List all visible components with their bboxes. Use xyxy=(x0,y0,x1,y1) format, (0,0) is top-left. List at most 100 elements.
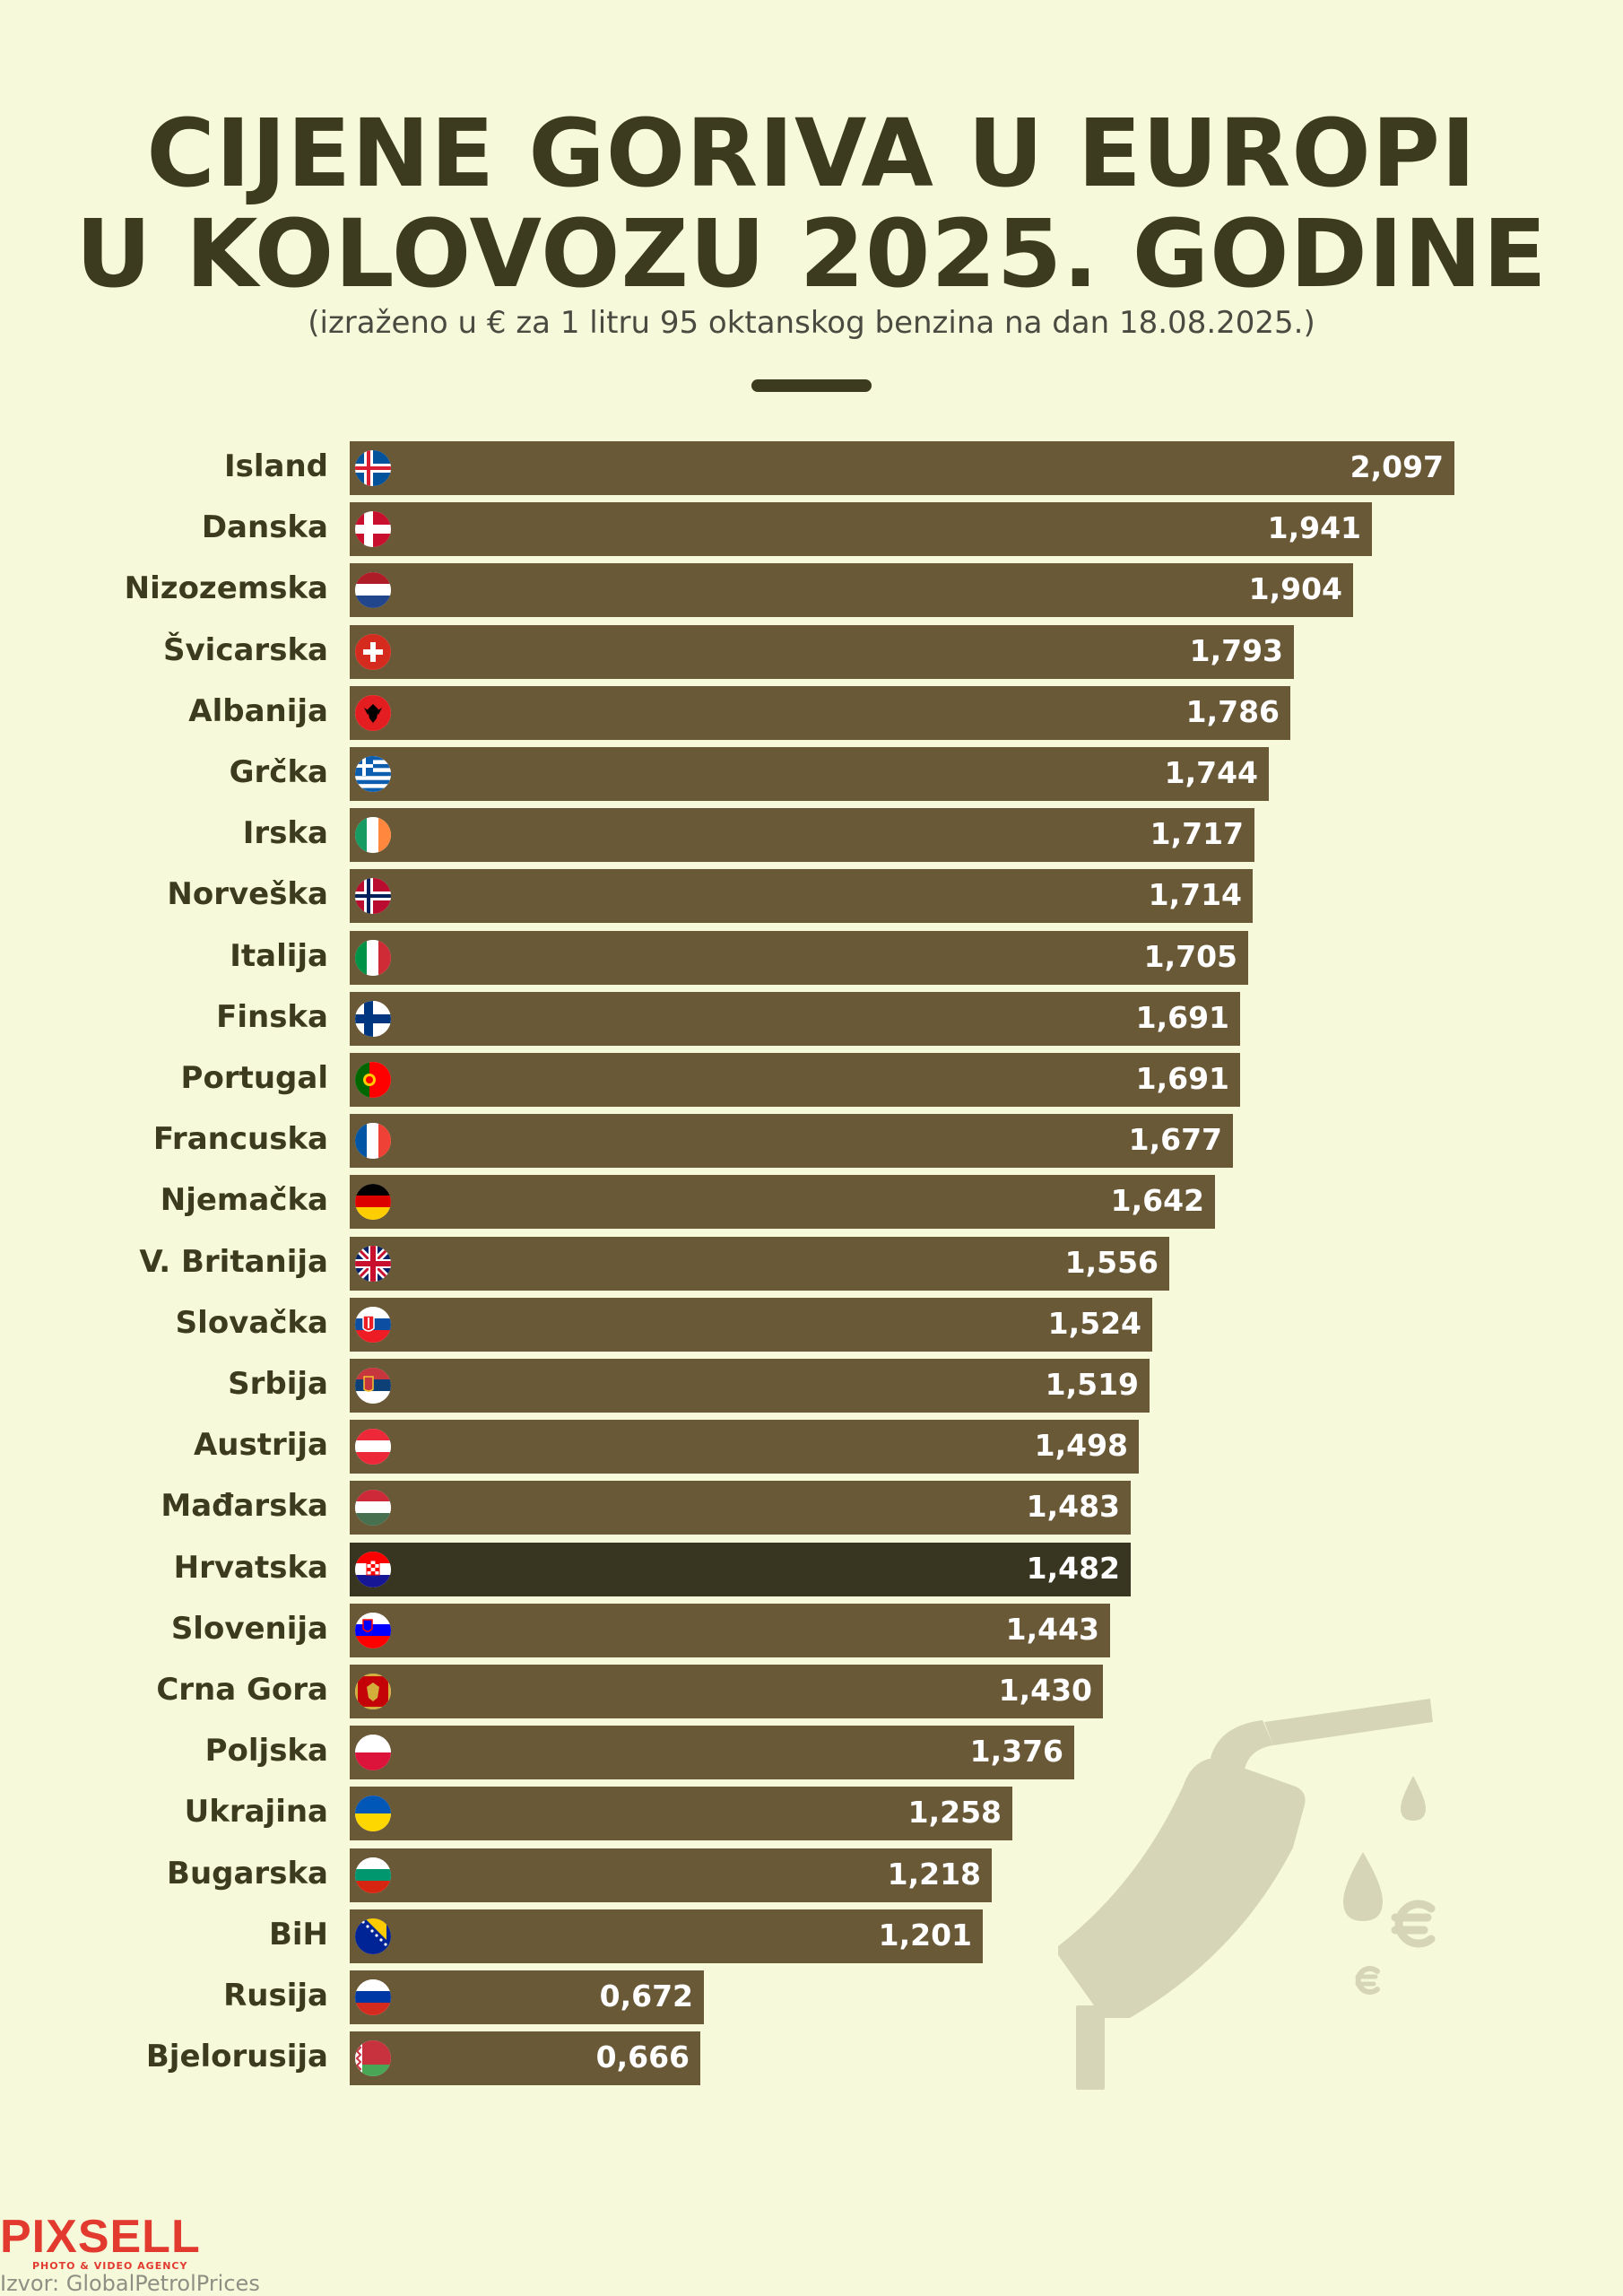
country-label: Italija xyxy=(230,937,328,974)
finland-flag-icon xyxy=(355,1000,391,1037)
country-label: V. Britanija xyxy=(139,1243,328,1280)
belarus-flag-icon xyxy=(355,2040,391,2077)
hungary-flag-icon xyxy=(355,1490,391,1526)
country-label: Norveška xyxy=(167,876,328,913)
bar xyxy=(350,747,1269,801)
value-label: 2,097 xyxy=(1350,449,1444,484)
country-label: Poljska xyxy=(204,1733,328,1770)
switzerland-flag-icon xyxy=(355,633,391,670)
country-label: Njemačka xyxy=(160,1182,328,1219)
value-label: 1,201 xyxy=(878,1917,972,1952)
value-label: 1,430 xyxy=(998,1673,1092,1708)
value-label: 1,556 xyxy=(1064,1244,1159,1280)
bar xyxy=(350,1909,983,1963)
country-label: Rusija xyxy=(223,1978,328,2013)
value-label: 0,666 xyxy=(595,2039,690,2075)
country-label: Crna Gora xyxy=(156,1672,328,1708)
country-label: Nizozemska xyxy=(124,570,328,607)
value-label: 1,904 xyxy=(1248,571,1342,607)
value-label: 1,218 xyxy=(887,1856,981,1892)
value-label: 1,786 xyxy=(1185,693,1280,729)
country-label: BiH xyxy=(268,1916,328,1952)
ukraine-flag-icon xyxy=(355,1796,391,1832)
bar xyxy=(350,1236,1169,1291)
country-label: Grčka xyxy=(229,754,328,790)
value-label: 1,714 xyxy=(1148,877,1242,913)
value-label: 1,941 xyxy=(1267,510,1361,546)
austria-flag-icon xyxy=(355,1429,391,1465)
bar xyxy=(350,1970,704,2024)
denmark-flag-icon xyxy=(355,511,391,548)
bar xyxy=(350,1603,1110,1657)
country-label: Bugarska xyxy=(167,1855,328,1892)
value-label: 1,744 xyxy=(1164,755,1258,790)
country-label: Irska xyxy=(242,815,328,852)
italy-flag-icon xyxy=(355,939,391,976)
bulgaria-flag-icon xyxy=(355,1857,391,1893)
title-divider xyxy=(751,379,872,392)
value-label: 1,376 xyxy=(969,1734,1063,1770)
bar xyxy=(350,1848,992,1902)
pixsell-logo: PIXSELL xyxy=(0,2211,201,2263)
bar xyxy=(350,1420,1139,1474)
bar xyxy=(350,1053,1240,1107)
iceland-flag-icon xyxy=(355,450,391,486)
country-label: Finska xyxy=(216,998,328,1035)
poland-flag-icon xyxy=(355,1735,391,1771)
country-label: Slovenija xyxy=(170,1610,328,1647)
bih-flag-icon xyxy=(355,1918,391,1954)
country-label: Hrvatska xyxy=(173,1549,328,1586)
slovakia-flag-icon xyxy=(355,1306,391,1343)
bar xyxy=(350,1665,1103,1718)
bar xyxy=(350,930,1248,985)
value-label: 1,483 xyxy=(1026,1489,1120,1525)
value-label: 1,691 xyxy=(1135,1061,1229,1096)
greece-flag-icon xyxy=(355,756,391,792)
country-label: Srbija xyxy=(228,1366,328,1402)
country-label: Danska xyxy=(201,509,328,546)
title-line-1: CIJENE GORIVA U EUROPI xyxy=(146,99,1477,208)
value-label: 1,642 xyxy=(1110,1183,1204,1219)
page-title: CIJENE GORIVA U EUROPI U KOLOVOZU 2025. … xyxy=(0,103,1623,304)
value-label: 1,677 xyxy=(1128,1122,1222,1158)
uk-flag-icon xyxy=(355,1245,391,1282)
value-label: 1,705 xyxy=(1143,938,1237,974)
bar xyxy=(350,1787,1012,1841)
value-label: 1,258 xyxy=(907,1795,1002,1831)
country-label: Bjelorusija xyxy=(145,2039,328,2075)
france-flag-icon xyxy=(355,1123,391,1160)
norway-flag-icon xyxy=(355,878,391,915)
value-label: 1,482 xyxy=(1026,1550,1120,1586)
value-label: 1,443 xyxy=(1005,1611,1099,1647)
netherlands-flag-icon xyxy=(355,572,391,609)
fuel-pump-nozzle-icon xyxy=(1058,1699,1436,2090)
bar xyxy=(350,1726,1074,1780)
bar xyxy=(350,502,1372,557)
value-label: 1,691 xyxy=(1135,999,1229,1035)
bar-highlighted xyxy=(350,1542,1131,1596)
country-label: Slovačka xyxy=(175,1304,328,1341)
country-label: Island xyxy=(223,448,328,484)
bar xyxy=(350,869,1253,924)
ireland-flag-icon xyxy=(355,817,391,854)
value-label: 1,793 xyxy=(1189,632,1283,668)
montenegro-flag-icon xyxy=(355,1674,391,1709)
country-label: Švicarska xyxy=(163,631,328,668)
subtitle: (izraženo u € za 1 litru 95 oktanskog be… xyxy=(308,305,1315,341)
slovenia-flag-icon xyxy=(355,1612,391,1648)
country-label: Albanija xyxy=(188,692,328,729)
albania-flag-icon xyxy=(355,694,391,731)
value-label: 0,672 xyxy=(599,1979,693,2013)
value-label: 1,524 xyxy=(1047,1305,1141,1341)
bar xyxy=(350,1359,1150,1413)
croatia-flag-icon xyxy=(355,1551,391,1587)
source-note: Izvor: GlobalPetrolPrices xyxy=(0,2271,260,2296)
bar xyxy=(350,808,1254,863)
bar xyxy=(350,685,1290,740)
country-label: Ukrajina xyxy=(184,1794,328,1831)
bar xyxy=(350,1175,1215,1230)
country-label: Mađarska xyxy=(161,1488,328,1525)
title-line-2: U KOLOVOZU 2025. GODINE xyxy=(75,199,1548,309)
value-label: 1,498 xyxy=(1034,1428,1128,1464)
